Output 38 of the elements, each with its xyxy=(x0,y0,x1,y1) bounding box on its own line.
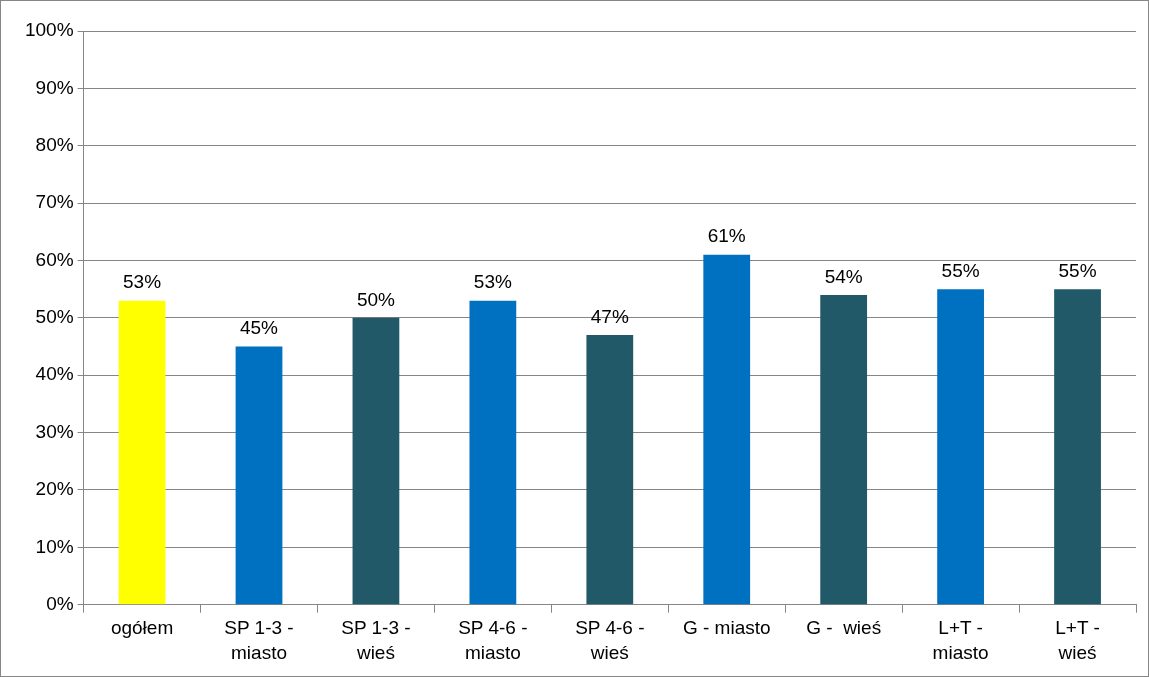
x-tick-label: SP 4-6 - miasto xyxy=(458,616,528,664)
y-tick-label: 40% xyxy=(35,363,74,385)
bar xyxy=(703,254,751,605)
y-tick-label: 90% xyxy=(35,76,74,98)
y-tick-label: 20% xyxy=(35,478,74,500)
bar xyxy=(586,335,634,605)
data-label: 54% xyxy=(824,265,863,287)
bar xyxy=(1054,289,1101,605)
data-label: 45% xyxy=(239,317,279,339)
data-label: 55% xyxy=(941,259,980,281)
x-tick-label: SP 4-6 - wieś xyxy=(575,616,645,664)
bar xyxy=(235,346,283,605)
x-tick-label: SP 1-3 - wieś xyxy=(341,616,411,664)
data-label: 61% xyxy=(707,225,746,247)
data-label: 55% xyxy=(1058,259,1097,281)
y-tick-label: 60% xyxy=(35,248,74,270)
bar xyxy=(352,317,400,605)
bar xyxy=(937,289,984,605)
x-tick-label: G - wieś xyxy=(806,616,882,638)
data-label: 50% xyxy=(356,288,396,310)
y-tick-label: 50% xyxy=(35,306,74,328)
x-tick-label: G - miasto xyxy=(682,616,771,638)
x-tick-label: L+T - miasto xyxy=(932,616,989,664)
y-tick-label: 30% xyxy=(35,420,74,442)
x-tick-label: L+T - wieś xyxy=(1055,616,1100,664)
bar xyxy=(118,300,166,605)
y-tick-label: 0% xyxy=(46,592,74,614)
bar xyxy=(820,294,868,605)
y-tick-label: 70% xyxy=(35,191,74,213)
y-tick-label: 10% xyxy=(35,535,74,557)
y-tick-label: 100% xyxy=(24,19,74,41)
x-tick-label: ogółem xyxy=(110,616,174,638)
y-tick-label: 80% xyxy=(35,133,74,155)
data-label: 53% xyxy=(473,271,512,293)
x-tick-label: SP 1-3 - miasto xyxy=(224,616,294,664)
bar xyxy=(469,300,517,605)
data-label: 47% xyxy=(590,305,629,327)
data-label: 53% xyxy=(123,271,162,293)
